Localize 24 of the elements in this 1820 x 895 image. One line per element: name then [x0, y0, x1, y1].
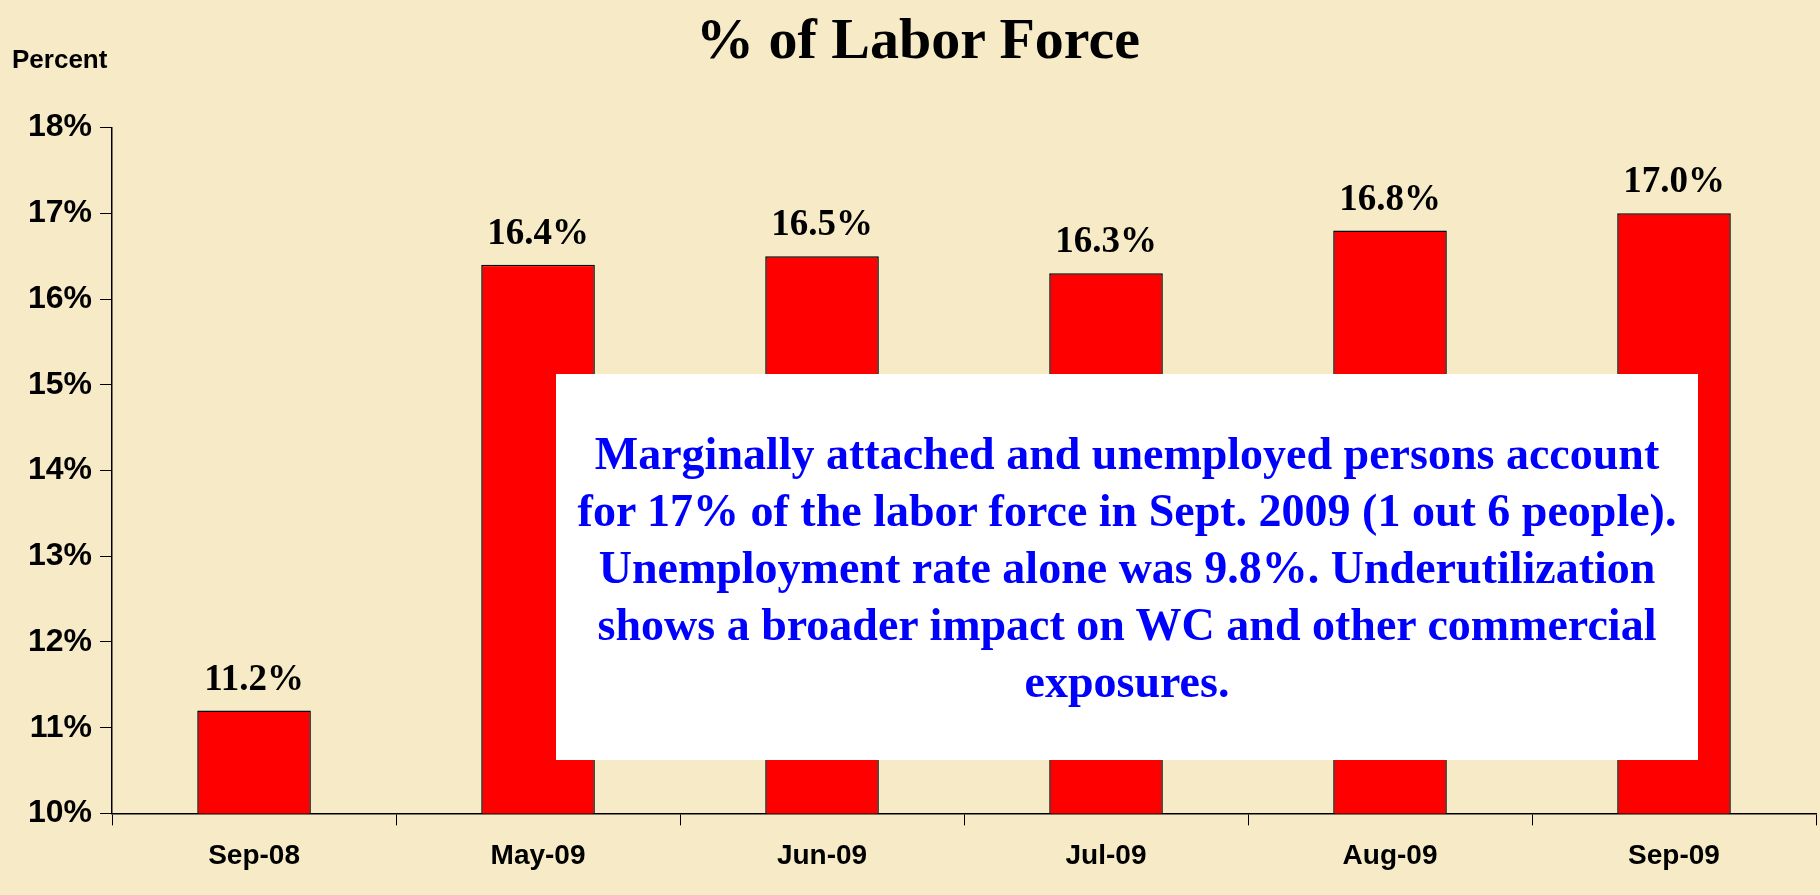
annotation: Marginally attached and unemployed persons account for 17% of the labor force in Sept. 2009 (1 out 6 people). Unemployment rate alone was 9.8%. Underutilization shows a broader impact on WC and other commercial exposures. [556, 374, 1698, 760]
y-tick-label: 17% [28, 193, 93, 230]
data-label: 17.0% [1623, 159, 1725, 201]
data-label: 11.2% [204, 656, 304, 698]
y-tick-label: 15% [28, 364, 93, 401]
data-label: 16.5% [771, 202, 873, 244]
data-label: 16.3% [1055, 219, 1157, 261]
x-tick-label: Jul-09 [1065, 838, 1147, 870]
y-tick-label: 16% [28, 278, 93, 315]
x-tick-label: Aug-09 [1342, 838, 1438, 870]
y-tick-label: 13% [28, 536, 93, 573]
x-tick-label: Jun-09 [776, 838, 868, 870]
x-tick-label: May-09 [490, 838, 586, 870]
chart-title: % of Labor Force [695, 5, 1141, 71]
y-tick-label: 18% [28, 107, 93, 144]
x-tick-label: Sep-08 [208, 838, 300, 870]
y-tick-label: 14% [28, 450, 93, 487]
y-axis-title: Percent [12, 44, 108, 75]
data-label: 16.8% [1339, 176, 1441, 218]
y-tick-label: 11% [29, 707, 93, 744]
data-label: 16.4% [487, 210, 589, 252]
y-tick-label: 10% [28, 793, 93, 830]
x-tick-label: Sep-09 [1628, 838, 1720, 870]
y-tick-label: 12% [28, 621, 93, 658]
